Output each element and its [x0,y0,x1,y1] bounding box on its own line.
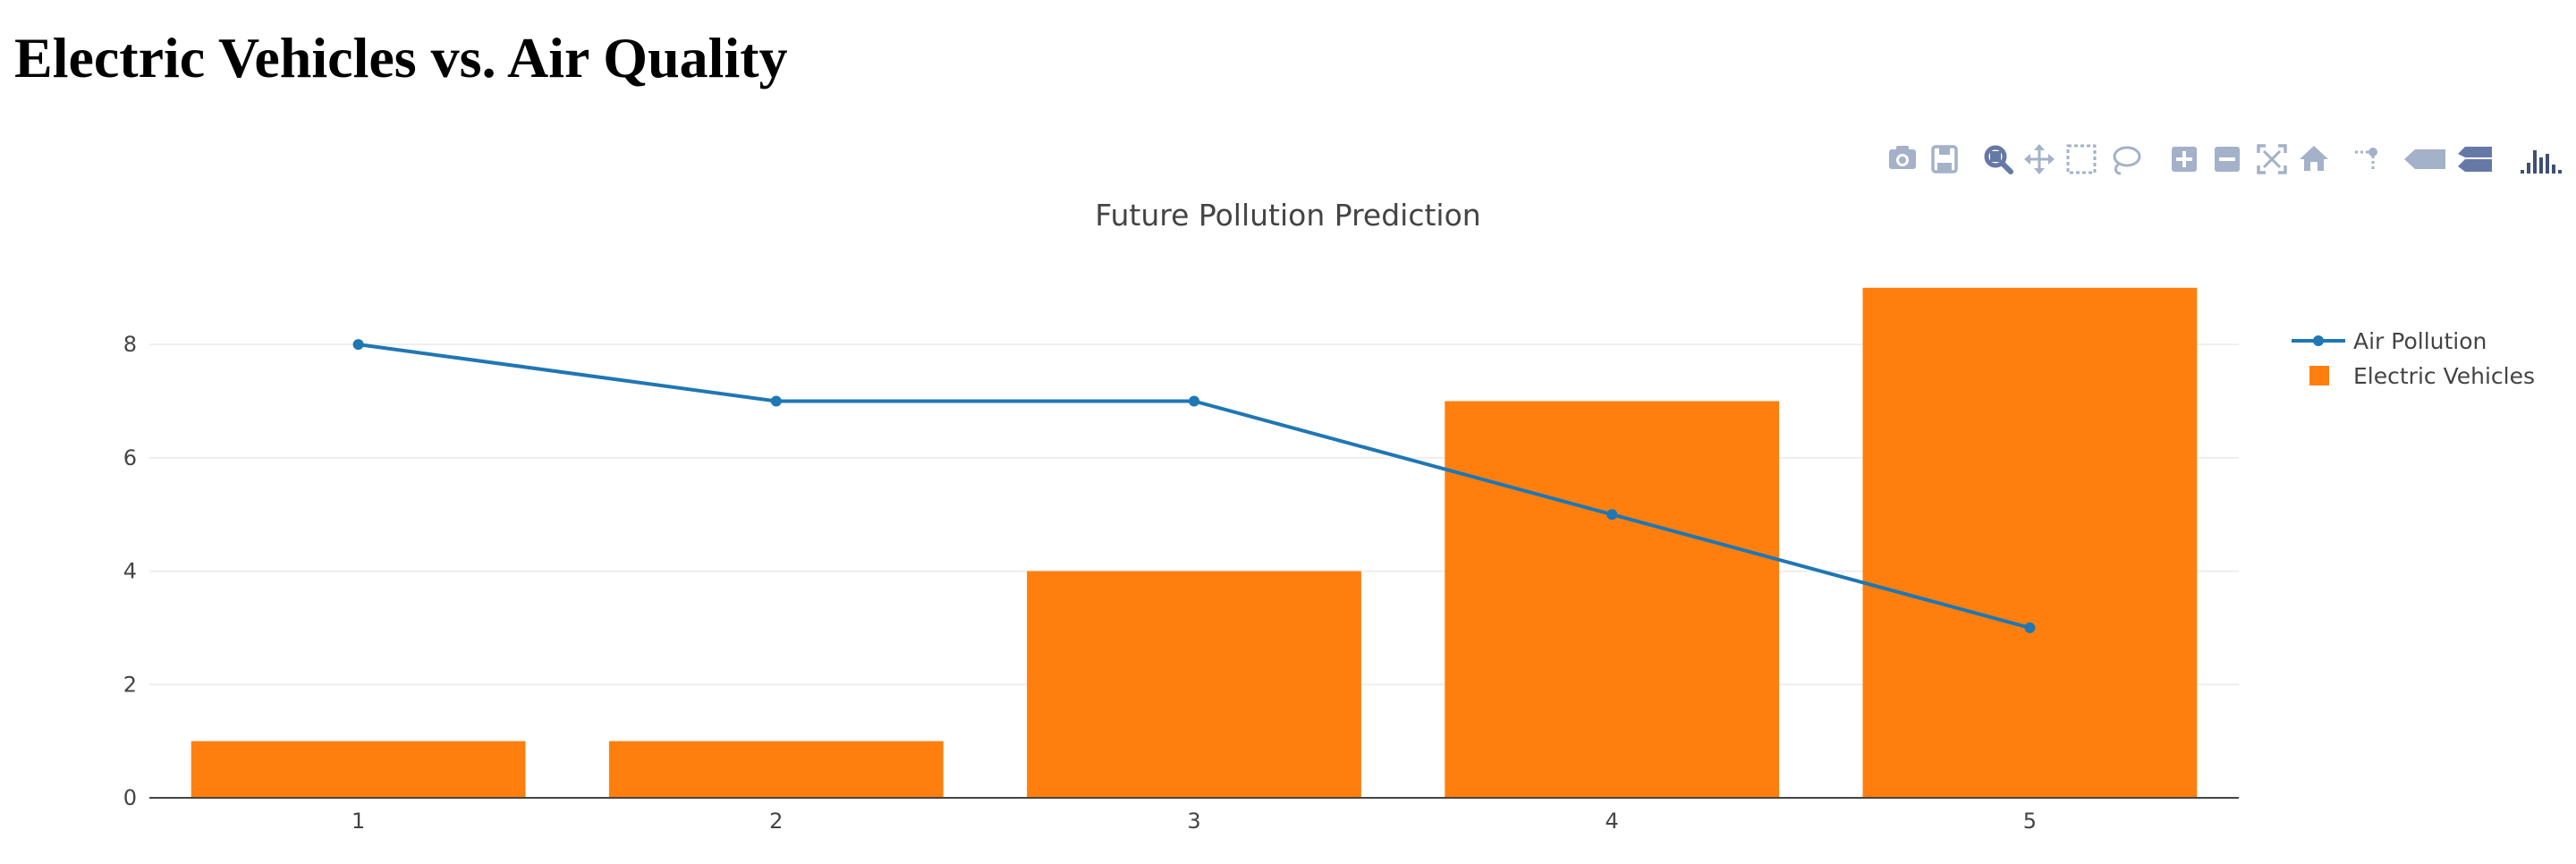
bar-electric-vehicles[interactable] [1862,287,2198,798]
chart-container: Future Pollution Prediction 0 2 4 6 8 1 2 3 4 5 A… [0,175,2576,864]
chart-title: Future Pollution Prediction [1095,198,1480,233]
x-tick-label: 3 [1187,809,1200,834]
x-tick-label: 5 [2023,809,2037,834]
chart-svg: Future Pollution Prediction 0 2 4 6 8 1 2 3 4 5 A… [123,198,2535,834]
point-air-pollution[interactable] [1606,509,1618,521]
line-layer [352,339,2036,633]
point-air-pollution[interactable] [1189,395,1199,407]
zoom-icon[interactable] [1984,145,2013,174]
pan-icon[interactable] [2024,144,2055,174]
spike-lines-icon[interactable] [2355,148,2377,172]
y-tick-label: 2 [123,672,137,697]
axis-layer: 0 2 4 6 8 1 2 3 4 5 [123,332,2239,834]
x-tick-label: 2 [769,809,783,834]
x-tick-label: 4 [1606,809,1619,834]
y-tick-label: 4 [123,559,137,584]
y-tick-label: 6 [123,445,137,470]
point-air-pollution[interactable] [770,395,782,407]
save-icon[interactable] [1931,145,1958,174]
bar-layer [191,287,2198,798]
autoscale-icon[interactable] [2257,144,2287,174]
bar-electric-vehicles[interactable] [191,741,526,798]
bar-electric-vehicles[interactable] [608,741,944,798]
legend-item[interactable]: Electric Vehicles [2309,363,2535,389]
legend-label: Electric Vehicles [2353,363,2535,389]
box-select-icon[interactable] [2066,144,2097,174]
zoom-out-icon[interactable] [2215,147,2240,172]
chart-modebar [1878,141,2567,177]
bar-electric-vehicles[interactable] [1445,401,1780,798]
reset-axes-icon[interactable] [2300,146,2328,171]
x-tick-label: 1 [352,809,365,834]
hover-compare-icon[interactable] [2458,147,2492,172]
legend-item[interactable]: Air Pollution [2292,328,2487,354]
bar-electric-vehicles[interactable] [1027,571,1361,798]
y-tick-label: 8 [123,332,137,357]
camera-icon[interactable] [1889,146,1916,169]
legend: Air Pollution Electric Vehicles [2292,328,2535,389]
legend-swatch-bar [2309,366,2329,385]
plotly-logo-icon[interactable] [2521,150,2562,174]
legend-label: Air Pollution [2353,328,2487,354]
hover-closest-icon[interactable] [2404,149,2445,169]
point-air-pollution[interactable] [2024,622,2036,633]
legend-swatch-marker [2313,335,2324,346]
page-heading: Electric Vehicles vs. Air Quality [14,26,788,89]
point-air-pollution[interactable] [352,339,364,351]
y-tick-label: 0 [123,785,137,810]
zoom-in-icon[interactable] [2172,147,2197,172]
lasso-select-icon[interactable] [2113,146,2141,175]
